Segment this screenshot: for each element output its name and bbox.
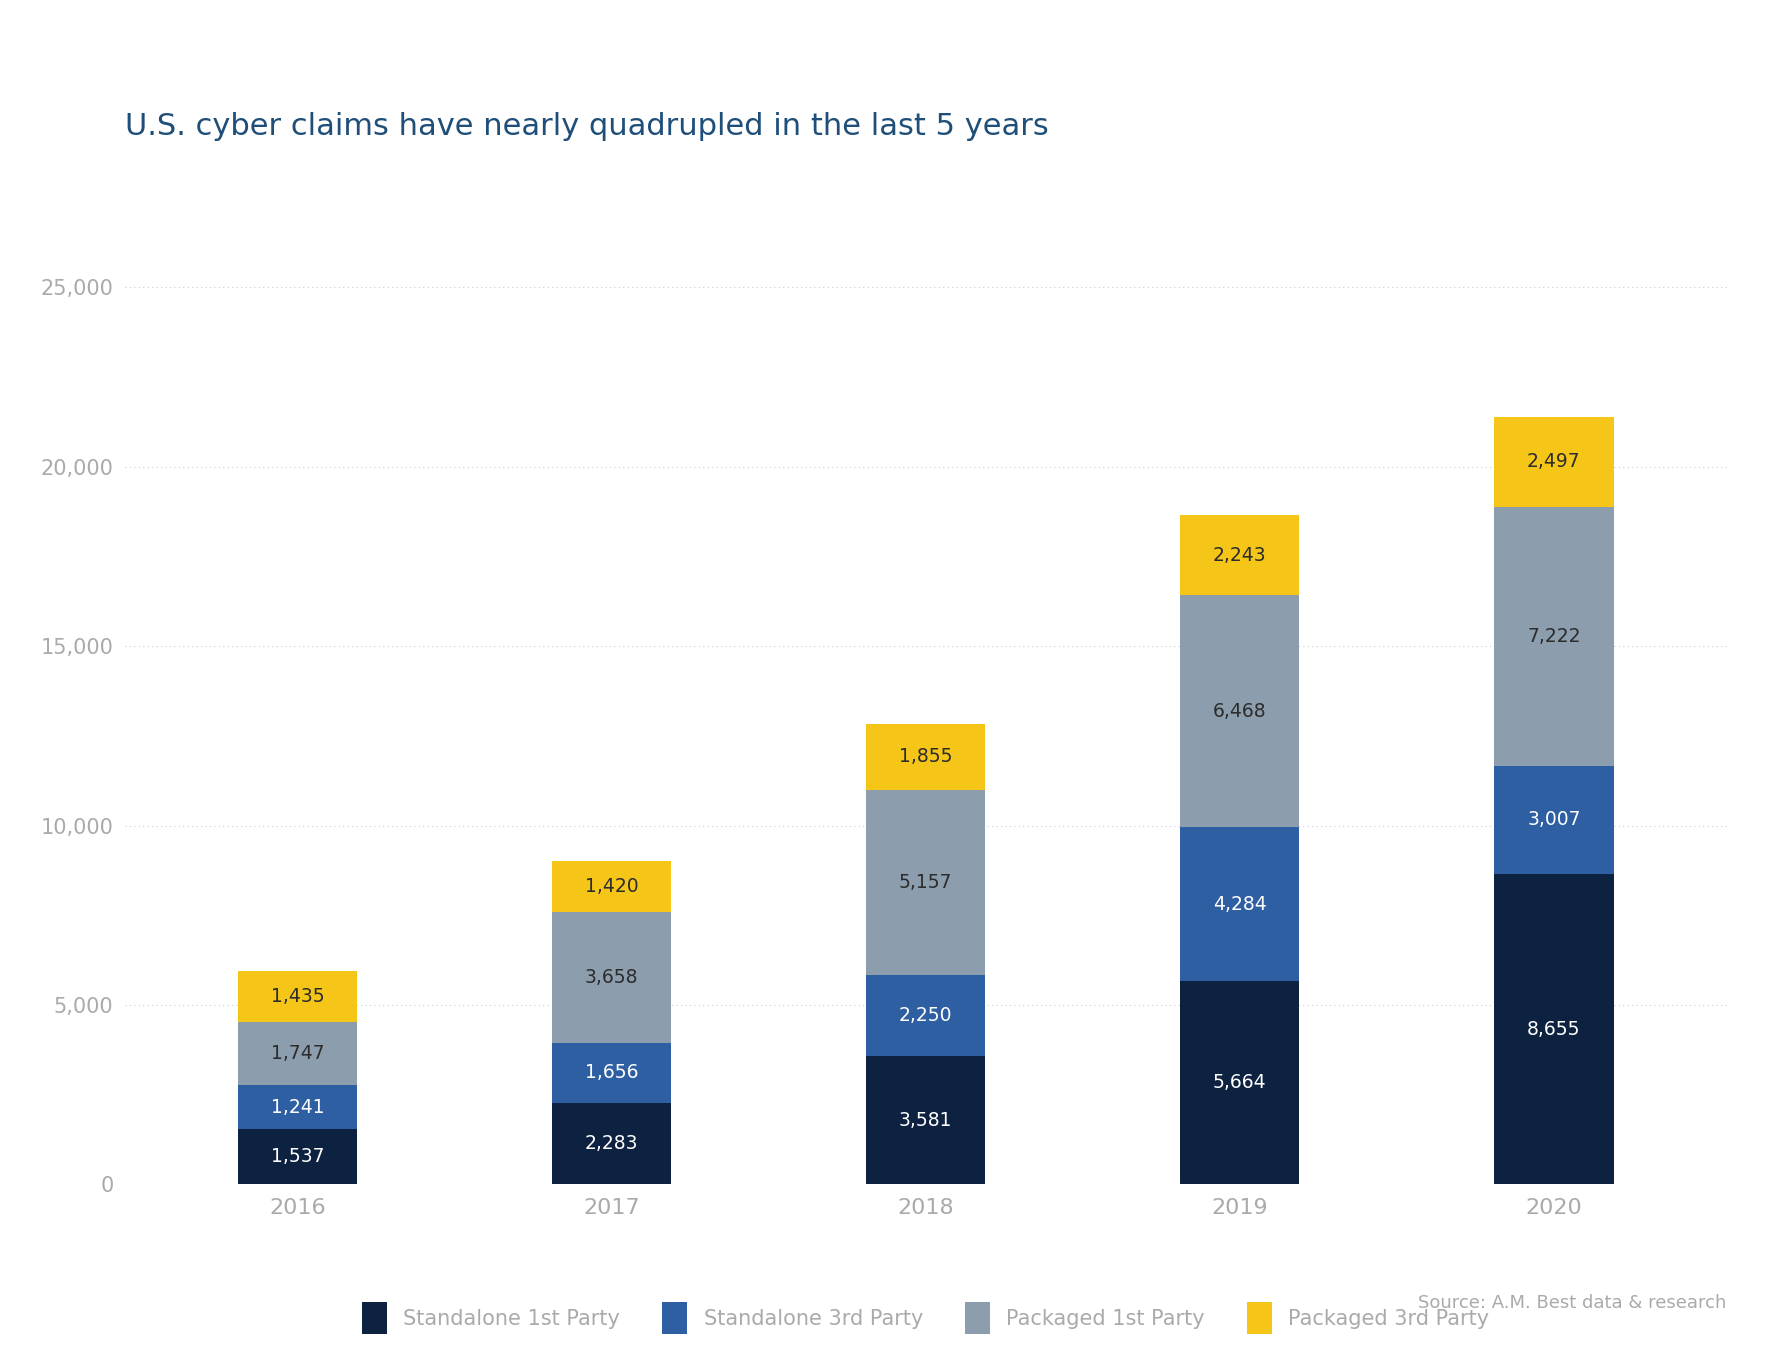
Text: 8,655: 8,655: [1527, 1020, 1581, 1039]
Bar: [1493, 766, 1613, 874]
Text: 6,468: 6,468: [1212, 701, 1267, 721]
Text: U.S. cyber claims have nearly quadrupled in the last 5 years: U.S. cyber claims have nearly quadrupled…: [125, 112, 1048, 141]
Bar: [552, 861, 671, 911]
Text: 3,581: 3,581: [899, 1110, 952, 1129]
Bar: [865, 724, 986, 790]
Text: 4,284: 4,284: [1212, 895, 1267, 914]
Bar: [865, 790, 986, 976]
Bar: [865, 976, 986, 1057]
Text: 1,435: 1,435: [271, 987, 324, 1005]
Bar: [1180, 595, 1299, 828]
Bar: [552, 1102, 671, 1184]
Text: Source: A.M. Best data & research: Source: A.M. Best data & research: [1419, 1295, 1727, 1312]
Text: 1,241: 1,241: [271, 1097, 324, 1117]
Text: 2,250: 2,250: [899, 1005, 952, 1026]
Bar: [1180, 981, 1299, 1184]
Text: 5,664: 5,664: [1212, 1073, 1267, 1093]
Bar: [239, 970, 358, 1022]
Text: 1,855: 1,855: [899, 747, 952, 766]
Bar: [1493, 874, 1613, 1184]
Text: 3,658: 3,658: [586, 968, 639, 987]
Bar: [1180, 828, 1299, 981]
Text: 2,497: 2,497: [1527, 452, 1581, 471]
Text: 1,420: 1,420: [584, 876, 639, 896]
Bar: [239, 1085, 358, 1129]
Bar: [1180, 514, 1299, 595]
Bar: [865, 1057, 986, 1184]
Text: 7,222: 7,222: [1527, 627, 1581, 646]
Bar: [239, 1129, 358, 1184]
Text: 3,007: 3,007: [1527, 810, 1581, 829]
Bar: [1493, 417, 1613, 506]
Legend: Standalone 1st Party, Standalone 3rd Party, Packaged 1st Party, Packaged 3rd Par: Standalone 1st Party, Standalone 3rd Par…: [351, 1292, 1501, 1345]
Text: 1,537: 1,537: [271, 1147, 324, 1167]
Text: 1,656: 1,656: [586, 1063, 639, 1082]
Text: 2,243: 2,243: [1212, 545, 1267, 564]
Bar: [239, 1022, 358, 1085]
Bar: [552, 911, 671, 1043]
Bar: [1493, 506, 1613, 766]
Text: 5,157: 5,157: [899, 874, 952, 892]
Text: 1,747: 1,747: [271, 1044, 324, 1063]
Bar: [552, 1043, 671, 1102]
Text: 2,283: 2,283: [586, 1135, 639, 1154]
